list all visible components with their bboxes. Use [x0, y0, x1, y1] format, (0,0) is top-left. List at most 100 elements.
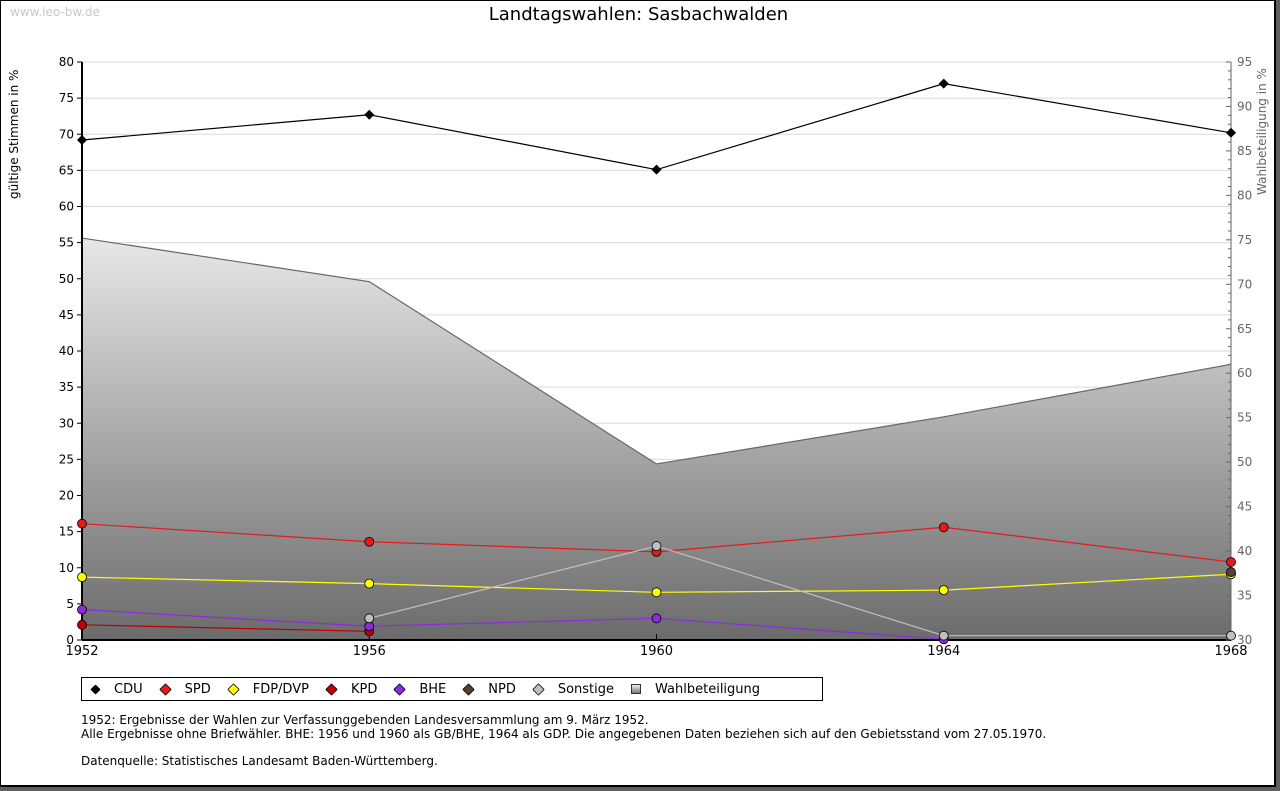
- y2-tick-label: 70: [1237, 277, 1252, 291]
- y2-tick-label: 80: [1237, 188, 1252, 202]
- legend-item: Sonstige: [532, 681, 615, 697]
- point-fdp-dvp: [938, 585, 949, 596]
- y-tick-label: 30: [59, 416, 74, 430]
- series-points: [77, 78, 1236, 645]
- y-axis-label: gültige Stimmen in %: [7, 70, 21, 199]
- diamond-icon: [90, 683, 101, 695]
- point-spd: [938, 522, 949, 533]
- series-line-cdu: [81, 83, 1232, 171]
- point-cdu: [938, 78, 949, 89]
- y-tick-label: 10: [59, 561, 74, 575]
- legend-item: BHE: [393, 681, 447, 697]
- legend-label: NPD: [488, 681, 516, 697]
- y2-tick-label: 95: [1237, 55, 1252, 69]
- x-tick-label: 1956: [353, 644, 386, 659]
- y2-tick-label: 50: [1237, 455, 1252, 469]
- y-tick-label: 5: [66, 597, 74, 611]
- legend-label: CDU: [114, 681, 143, 697]
- y2-tick-label: 90: [1237, 99, 1252, 113]
- point-fdp-dvp: [651, 587, 662, 598]
- point-sonstige: [651, 541, 662, 551]
- legend-item: FDP/DVP: [226, 681, 309, 697]
- diamond-icon: [532, 682, 545, 696]
- point-fdp-dvp: [77, 572, 87, 583]
- square-icon: [631, 684, 642, 694]
- diamond-icon: [158, 682, 172, 696]
- point-npd: [1226, 567, 1236, 577]
- series-line-sonstige: [369, 545, 1231, 637]
- legend-label: FDP/DVP: [252, 681, 309, 697]
- point-spd: [1226, 557, 1236, 567]
- y2-tick-label: 75: [1237, 233, 1252, 247]
- legend-label: KPD: [350, 681, 378, 697]
- watermark: www.leo-bw.de: [10, 5, 100, 19]
- point-cdu: [1226, 127, 1236, 138]
- y2-tick-label: 55: [1237, 411, 1252, 425]
- y2-tick-label: 35: [1237, 589, 1252, 603]
- y-tick-label: 20: [59, 489, 74, 503]
- point-sonstige: [1226, 630, 1236, 641]
- point-cdu: [77, 135, 87, 146]
- point-spd: [364, 536, 375, 547]
- x-tick-label: 1952: [65, 644, 98, 659]
- footnote-1: 1952: Ergebnisse der Wahlen zur Verfassu…: [81, 713, 649, 727]
- legend-label: Sonstige: [557, 681, 615, 697]
- point-sonstige: [938, 630, 949, 641]
- y2-tick-label: 40: [1237, 544, 1252, 558]
- turnout-area-group: [81, 237, 1232, 640]
- diamond-icon: [325, 682, 338, 696]
- x-tick-label: 1960: [640, 644, 673, 659]
- legend-item: Wahlbeteiligung: [631, 682, 760, 697]
- y-tick-label: 60: [59, 200, 74, 214]
- y-tick-label: 0: [66, 633, 74, 647]
- legend-item: NPD: [462, 681, 516, 697]
- chart-canvas: 0 5 10 15 20 25 30 35 40 45 50 55 60 65 70 75 80 30 35 40 45…: [7, 55, 1269, 659]
- point-spd: [77, 518, 87, 529]
- diamond-icon: [462, 682, 475, 696]
- footnote-source: Datenquelle: Statistisches Landesamt Bad…: [81, 753, 438, 768]
- x-tick-label: 1964: [927, 644, 960, 659]
- point-cdu: [364, 109, 375, 120]
- y-tick-label: 70: [59, 127, 74, 141]
- point-fdp-dvp: [364, 578, 375, 589]
- point-bhe: [651, 613, 662, 624]
- legend-label: Wahlbeteiligung: [655, 681, 761, 697]
- legend-label: BHE: [419, 681, 447, 697]
- point-sonstige: [364, 613, 375, 624]
- y2-tick-label: 65: [1237, 322, 1252, 336]
- footnote-2: Alle Ergebnisse ohne Briefwähler. BHE: 1…: [81, 726, 1047, 741]
- y2-tick-label: 60: [1237, 366, 1252, 380]
- y-tick-label: 35: [59, 380, 74, 394]
- point-kpd: [77, 619, 87, 630]
- diamond-icon: [226, 682, 240, 696]
- y2-tick-label: 45: [1237, 500, 1252, 514]
- footnotes: 1952: Ergebnisse der Wahlen zur Verfassu…: [81, 713, 1047, 768]
- y-tick-label: 50: [59, 272, 74, 286]
- turnout-line: [81, 237, 1232, 465]
- legend-label: SPD: [184, 681, 211, 697]
- diamond-icon: [393, 682, 407, 696]
- y-tick-label: 25: [59, 452, 74, 466]
- y-tick-label: 75: [59, 91, 74, 105]
- series-line-bhe: [81, 609, 944, 640]
- y-tick-label: 40: [59, 344, 74, 358]
- turnout-area: [82, 238, 1231, 640]
- y-tick-label: 55: [59, 236, 74, 250]
- y-tick-label: 45: [59, 308, 74, 322]
- legend-item: CDU: [90, 681, 143, 697]
- series-line-kpd: [81, 624, 370, 632]
- x-tick-label: 1968: [1214, 644, 1247, 659]
- point-bhe: [77, 604, 87, 615]
- y-tick-label: 65: [59, 163, 74, 177]
- y2-axis-label: Wahlbeteiligung in %: [1255, 68, 1269, 195]
- chart-title: Landtagswahlen: Sasbachwalden: [488, 4, 789, 25]
- y2-tick-label: 30: [1237, 633, 1252, 647]
- axes: 0 5 10 15 20 25 30 35 40 45 50 55 60 65 70 75 80 30 35 40 45…: [59, 55, 1253, 659]
- legend-item: KPD: [325, 681, 378, 697]
- legend: CDU SPD FDP/DVP KPD BHE NPD Sonstige Wahlbeteil…: [81, 677, 823, 701]
- y2-tick-label: 85: [1237, 144, 1252, 158]
- legend-item: SPD: [158, 681, 211, 697]
- y-tick-label: 80: [59, 55, 74, 69]
- footnote-spacer: [81, 741, 1046, 755]
